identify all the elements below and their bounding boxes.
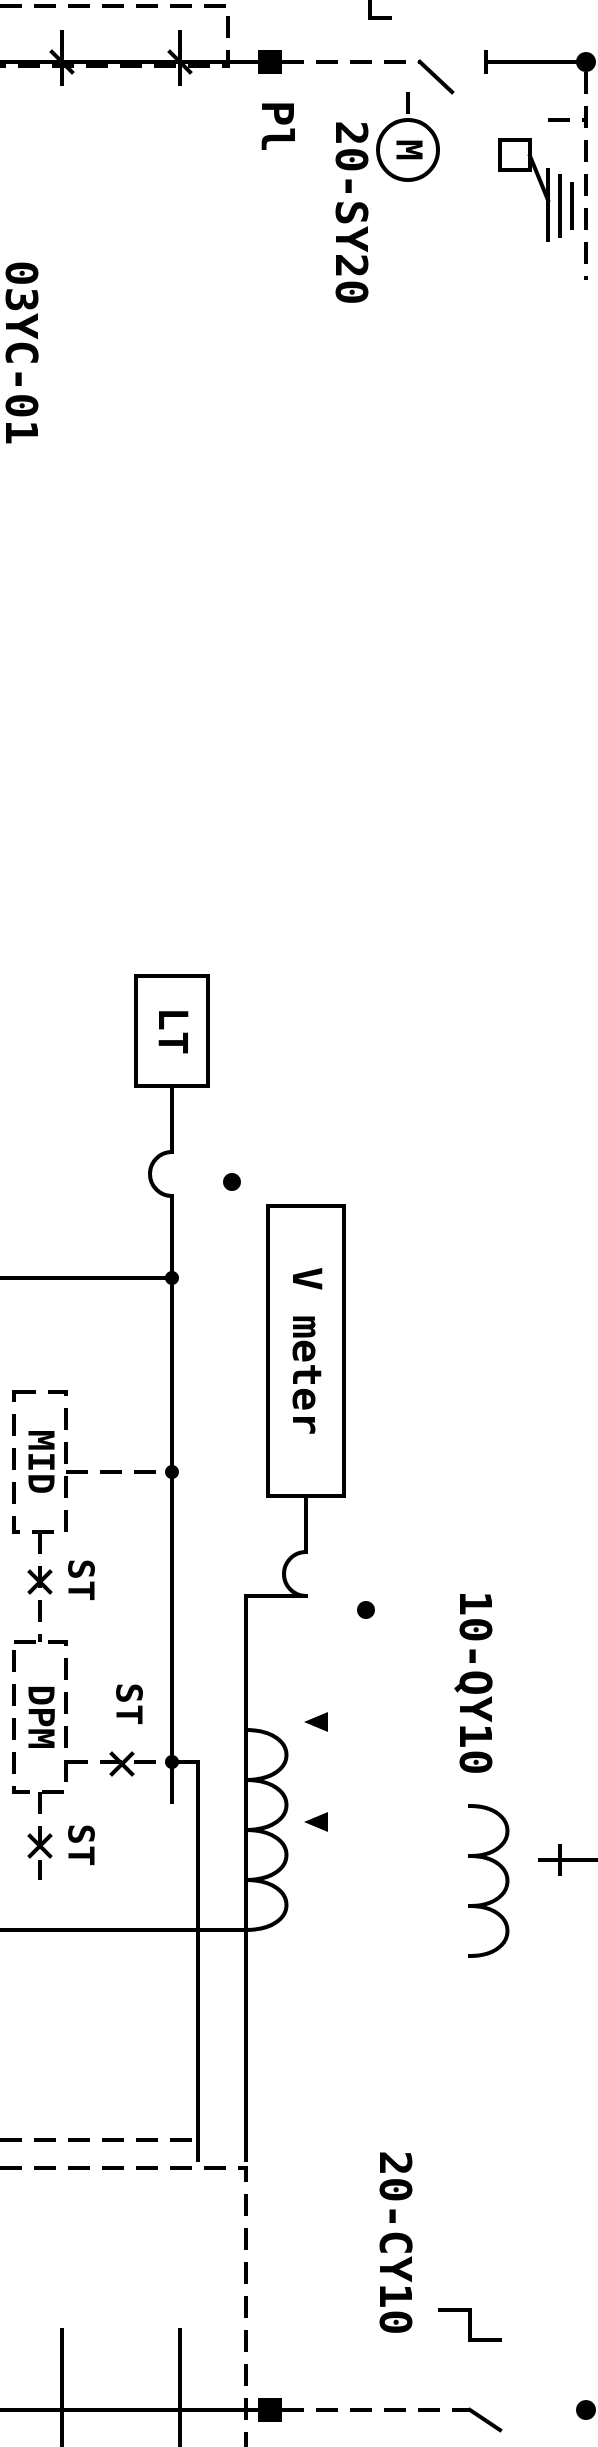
ground-box — [498, 138, 532, 172]
ct-coil-4 — [243, 1877, 289, 1933]
top-switch-arm — [417, 59, 455, 95]
label-cyc10-top: 03YC-01 — [0, 260, 46, 445]
ground-lead — [527, 153, 551, 203]
bottom-dashed-box — [0, 2166, 248, 2447]
label-qy10: 10-QY10 — [449, 1590, 500, 1775]
top-tick-1 — [49, 49, 75, 75]
v-meter-return — [244, 1594, 308, 2162]
middle-section: LT V meter MID DPM ST ST ST — [0, 974, 598, 2447]
st-label-a: ST — [60, 1558, 101, 1601]
pt-coil-1 — [467, 1803, 510, 1859]
st-cross-a2 — [27, 1569, 53, 1595]
v-meter-label: V meter — [283, 1267, 329, 1436]
ct-arrow-1 — [304, 1712, 328, 1732]
junction-1 — [165, 1271, 179, 1285]
st-label-c: ST — [108, 1682, 149, 1725]
bottom-switch-symbol — [438, 2308, 502, 2342]
label-cy20: 20-CY10 — [369, 2150, 420, 2335]
pt-coil-2 — [467, 1853, 510, 1909]
label-pl: Pl — [251, 100, 302, 153]
st-cross-c2 — [109, 1751, 135, 1777]
motor-circle — [376, 118, 440, 182]
top-right-corner — [368, 0, 392, 20]
ct-coil-2 — [243, 1777, 289, 1833]
top-right-node — [576, 52, 596, 72]
bottom-node-square — [258, 2398, 282, 2422]
bottom-switch — [467, 2407, 503, 2433]
lt-fuse-dot — [223, 1173, 241, 1191]
top-section: M — [0, 0, 596, 280]
pt-coil-3 — [467, 1903, 510, 1959]
top-dashed-box — [0, 4, 230, 68]
top-node-square — [258, 50, 282, 74]
mid-label: MID — [20, 1429, 61, 1494]
st-cross-b2 — [27, 1833, 53, 1859]
bottom-right-node — [576, 2400, 596, 2420]
motor-label: M — [388, 139, 429, 161]
lt-fuse-arc — [148, 1149, 175, 1199]
ct-arrow-2 — [304, 1812, 328, 1832]
dpm-label: DPM — [20, 1684, 61, 1749]
v-meter-fuse-arc — [282, 1549, 309, 1599]
v-meter-fuse-dot — [357, 1601, 375, 1619]
ct-coil-3 — [243, 1827, 289, 1883]
label-sy20: 20-SY20 — [325, 120, 376, 305]
top-tick-2 — [167, 49, 193, 75]
ct-coil-1 — [243, 1727, 289, 1783]
lt-label: LT — [149, 1007, 195, 1055]
st-label-b: ST — [60, 1823, 101, 1866]
